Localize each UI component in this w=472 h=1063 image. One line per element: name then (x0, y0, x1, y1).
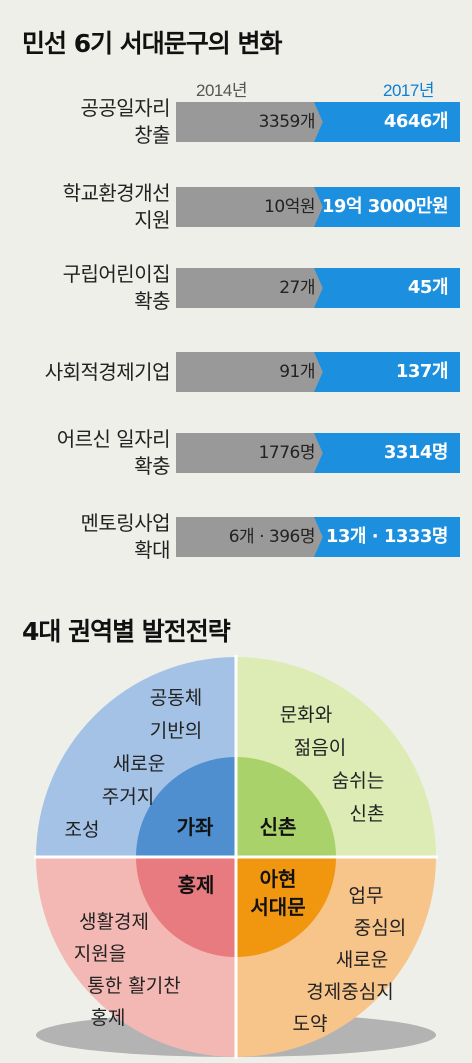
region-name: 홍제 (178, 873, 215, 897)
bar-2014 (176, 517, 326, 557)
row-label-line: 구립어린이집 (62, 262, 171, 286)
bar-2017 (314, 517, 460, 557)
comparison-bar: 1776명 3314명 (176, 433, 460, 473)
bar-2014 (176, 352, 326, 392)
comparison-bar: 3359개 4646개 (176, 102, 460, 142)
strategy-text: 숨쉬는 (332, 770, 384, 792)
comparison-bar: 6개 · 396명 13개 · 1333명 (176, 517, 460, 557)
row-label-line: 확충 (134, 289, 170, 313)
region-name: 가좌 (177, 815, 214, 839)
value-2014: 6개 · 396명 (228, 527, 316, 547)
strategy-text: 기반의 (150, 720, 202, 742)
inner-quadrant (136, 857, 236, 957)
value-2017: 45개 (407, 277, 449, 298)
bar-2014 (176, 187, 326, 227)
row-label-line: 확대 (134, 538, 170, 562)
comparison-bar: 27개 45개 (176, 268, 460, 308)
bar-2017 (314, 268, 460, 308)
row-label-line: 지원 (134, 208, 170, 232)
bar-2017 (314, 352, 460, 392)
strategy-text: 생활경제 (79, 911, 149, 933)
strategy-text: 새로운 (336, 949, 388, 971)
bar-2014 (176, 268, 326, 308)
value-2017: 3314명 (383, 442, 449, 463)
bar-2017 (314, 433, 460, 473)
strategy-text: 젊음이 (294, 737, 346, 759)
value-2014: 1776명 (258, 443, 316, 463)
row-label-line: 사회적경제기업 (44, 359, 171, 384)
value-2014: 27개 (279, 278, 315, 298)
row-label-line: 어르신 일자리 (56, 427, 171, 451)
row-label-line: 공공일자리 (80, 96, 171, 120)
value-2017: 13개 · 1333명 (325, 526, 449, 547)
region-name: 서대문 (250, 895, 305, 919)
bar-2017 (314, 187, 460, 227)
value-2017: 4646개 (383, 111, 449, 132)
value-2014: 10억원 (264, 197, 315, 217)
row-label-line: 창출 (134, 123, 170, 147)
inner-quadrant (136, 757, 236, 857)
row-label-line: 학교환경개선 (62, 181, 171, 205)
value-2014: 91개 (279, 362, 315, 382)
row-label-line: 멘토링사업 (80, 511, 171, 535)
comparison-bar: 10억원 19억 3000만원 (176, 187, 460, 227)
value-2017: 137개 (395, 361, 449, 382)
value-2014: 3359개 (258, 112, 316, 132)
strategy-text: 도약 (293, 1013, 328, 1035)
inner-quadrant (236, 757, 336, 857)
section-title: 4대 권역별 발전전략 (22, 617, 231, 646)
strategy-text: 경제중심지 (306, 981, 393, 1003)
strategy-text: 지원을 (74, 943, 126, 965)
value-2017: 19억 3000만원 (321, 196, 449, 217)
strategy-text: 주거지 (102, 786, 154, 808)
region-name: 신촌 (260, 815, 297, 839)
comparison-bar: 91개 137개 (176, 352, 460, 392)
strategy-text: 신촌 (350, 803, 385, 825)
region-name: 아현 (260, 867, 297, 891)
column-header-2014: 2014년 (196, 81, 247, 100)
bar-2017 (314, 102, 460, 142)
strategy-text: 새로운 (113, 753, 165, 775)
bar-2014 (176, 102, 326, 142)
strategy-text: 공동체 (150, 687, 202, 709)
row-label-line: 확충 (134, 454, 170, 478)
row-label: 사회적경제기업 (0, 359, 171, 386)
strategy-text: 통한 활기찬 (87, 975, 180, 997)
inner-quadrant (236, 857, 336, 957)
column-header-2017: 2017년 (383, 81, 434, 100)
strategy-text: 업무 (349, 885, 384, 907)
strategy-text: 문화와 (280, 704, 332, 726)
strategy-text: 중심의 (354, 917, 406, 939)
bar-2014 (176, 433, 326, 473)
strategy-text: 홍제 (91, 1007, 126, 1029)
strategy-text: 조성 (65, 819, 100, 841)
page-title: 민선 6기 서대문구의 변화 (22, 29, 283, 58)
